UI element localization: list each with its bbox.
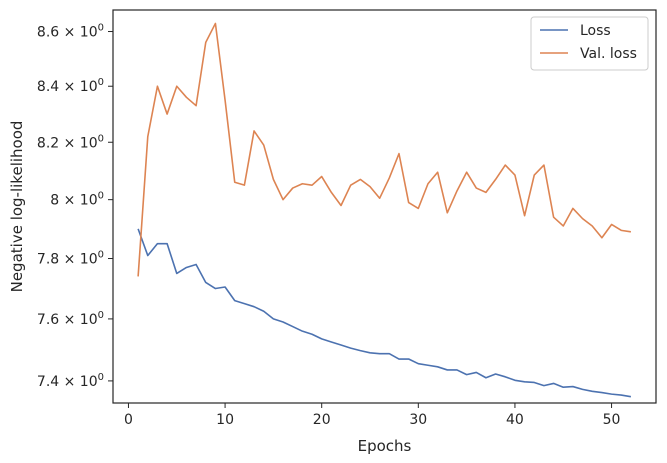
legend-label-2: Val. loss bbox=[580, 46, 637, 62]
series-line-1 bbox=[137, 228, 632, 398]
x-tick-label: 30 bbox=[409, 412, 427, 428]
plot-area bbox=[137, 22, 632, 398]
y-tick-label: 8.6 × 100 bbox=[37, 23, 104, 41]
plot-frame bbox=[112, 9, 657, 404]
y-tick-label: 7.4 × 100 bbox=[37, 372, 104, 390]
y-tick-label: 7.6 × 100 bbox=[37, 310, 104, 328]
y-tick-label: 7.8 × 100 bbox=[37, 250, 104, 268]
y-axis-label: Negative log-likelihood bbox=[8, 121, 26, 293]
y-tick-label: 8.4 × 100 bbox=[37, 77, 104, 95]
axes: 0 10 20 30 40 50 7.4 × 100 7.6 × 100 7.8 × 100 8 … bbox=[37, 9, 657, 428]
x-tick-label: 50 bbox=[603, 412, 621, 428]
x-tick-label: 10 bbox=[216, 412, 234, 428]
x-tick-label: 0 bbox=[124, 412, 133, 428]
legend: Loss Val. loss bbox=[530, 16, 649, 71]
x-tick-label: 20 bbox=[313, 412, 331, 428]
x-tick-label: 40 bbox=[506, 412, 524, 428]
series-line-2 bbox=[137, 22, 632, 277]
legend-label-1: Loss bbox=[580, 23, 611, 39]
y-tick-label: 8 × 100 bbox=[50, 191, 104, 209]
x-axis-label: Epochs bbox=[358, 437, 412, 455]
y-tick-label: 8.2 × 100 bbox=[37, 133, 104, 151]
